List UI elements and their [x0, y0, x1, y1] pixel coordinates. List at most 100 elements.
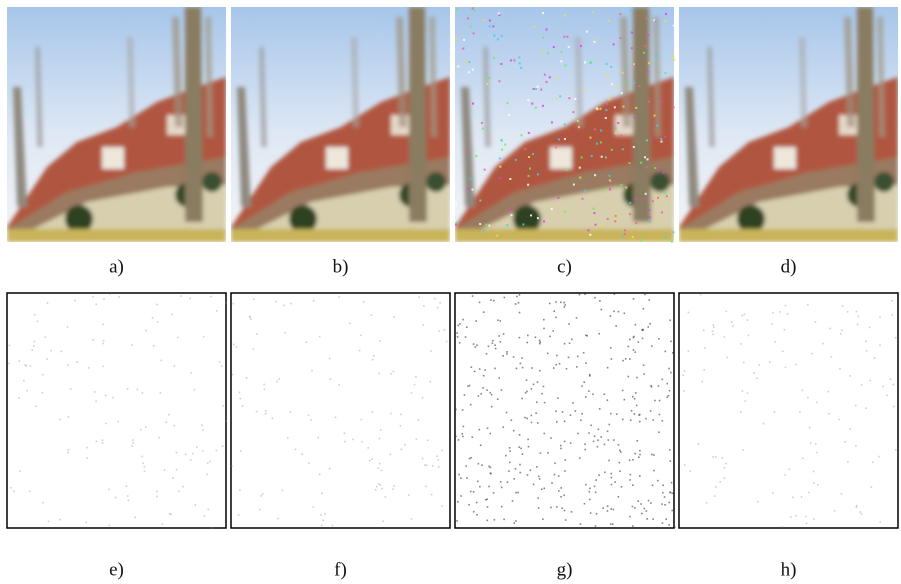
speck	[673, 462, 675, 464]
speck	[536, 466, 538, 468]
speck	[715, 486, 717, 488]
speck	[869, 380, 871, 382]
speck	[584, 449, 586, 451]
speck	[178, 490, 180, 492]
speck	[629, 459, 631, 461]
noise	[624, 233, 626, 235]
speck	[662, 492, 664, 494]
speck	[96, 441, 98, 443]
speck	[634, 507, 636, 509]
speck	[94, 391, 96, 393]
speck	[459, 342, 461, 344]
speck	[890, 378, 892, 380]
speck	[319, 474, 321, 476]
speck	[290, 303, 292, 305]
figure: a)b)c)d)e)f)g)h)	[0, 0, 901, 584]
speck	[310, 419, 312, 421]
speck	[171, 314, 173, 316]
speck	[380, 484, 382, 486]
speck	[878, 456, 880, 458]
speck	[639, 450, 641, 452]
speck	[131, 344, 133, 346]
speck	[895, 337, 897, 339]
speck	[665, 351, 667, 353]
speck	[631, 410, 633, 412]
speck	[590, 512, 592, 514]
noise	[661, 100, 663, 102]
noise	[564, 15, 566, 17]
speck	[24, 364, 26, 366]
speck	[459, 323, 461, 325]
speck	[360, 419, 362, 421]
speck	[371, 314, 373, 316]
speck	[647, 326, 649, 328]
speck	[112, 397, 114, 399]
noise	[645, 17, 647, 19]
speck	[669, 460, 671, 462]
speck	[379, 438, 381, 440]
speck	[142, 392, 144, 394]
speck	[470, 404, 472, 406]
speck	[563, 302, 565, 304]
speck	[769, 361, 771, 363]
speck	[239, 489, 241, 491]
speck	[658, 431, 660, 433]
speck	[527, 335, 529, 337]
speck	[589, 374, 591, 376]
speck	[352, 439, 354, 441]
speck	[476, 344, 478, 346]
speck	[376, 486, 378, 488]
speck	[380, 429, 382, 431]
noise	[661, 211, 663, 213]
speck	[689, 470, 691, 472]
speck	[624, 313, 626, 315]
speck	[618, 496, 620, 498]
speck	[475, 346, 477, 348]
speck	[173, 365, 175, 367]
speck	[460, 477, 462, 479]
speck	[31, 349, 33, 351]
speck	[375, 489, 377, 491]
speck	[488, 486, 490, 488]
speck	[608, 439, 610, 441]
noise	[471, 189, 473, 191]
speck	[429, 381, 431, 383]
speck	[349, 323, 351, 325]
speck	[535, 412, 537, 414]
speck	[688, 350, 690, 352]
speck	[95, 304, 97, 306]
noise	[457, 65, 459, 67]
speck	[558, 490, 560, 492]
speck	[202, 450, 204, 452]
speck	[744, 400, 746, 402]
noise	[566, 36, 568, 38]
speck	[531, 422, 533, 424]
noise	[584, 190, 586, 192]
speck	[59, 519, 61, 521]
speck	[108, 489, 110, 491]
noise	[493, 34, 495, 36]
speck	[790, 516, 792, 518]
speck	[128, 500, 130, 502]
noise	[645, 193, 647, 195]
speck	[47, 302, 49, 304]
speck	[416, 439, 418, 441]
speck	[500, 320, 502, 322]
speck	[465, 336, 467, 338]
noise	[546, 28, 548, 30]
noise	[493, 57, 495, 59]
speck	[849, 428, 851, 430]
noise	[579, 167, 581, 169]
noise	[455, 203, 457, 205]
noise	[649, 220, 651, 222]
noise	[624, 229, 626, 231]
speck	[792, 497, 794, 499]
speck	[813, 518, 815, 520]
speck	[520, 363, 522, 365]
speck	[555, 301, 557, 303]
speck	[176, 452, 178, 454]
noise	[588, 229, 590, 231]
noise	[489, 19, 491, 21]
speck	[809, 427, 811, 429]
speck	[493, 300, 495, 302]
